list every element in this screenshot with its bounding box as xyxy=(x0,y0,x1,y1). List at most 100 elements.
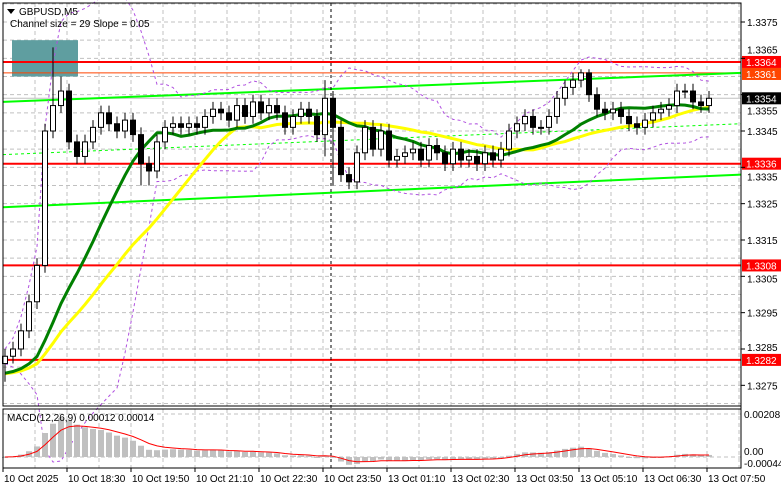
collapse-triangle-icon[interactable] xyxy=(7,9,15,14)
macd-histogram-bar xyxy=(562,448,568,457)
bear-candle xyxy=(698,101,704,107)
price-tick-label: 1.3275 xyxy=(747,381,778,392)
macd-histogram-bar xyxy=(186,449,192,457)
bull-candle xyxy=(538,126,544,129)
bull-candle xyxy=(154,141,160,172)
macd-histogram-bar xyxy=(490,457,496,459)
bull-candle xyxy=(674,90,680,107)
macd-histogram-bar xyxy=(402,457,408,461)
bear-candle xyxy=(626,115,632,125)
bull-candle xyxy=(498,148,504,161)
macd-histogram-bar xyxy=(98,429,104,457)
bull-candle xyxy=(234,105,240,121)
resistance-zone-rect xyxy=(12,40,78,77)
macd-histogram-bar xyxy=(338,457,344,462)
moving-averages xyxy=(4,103,710,376)
macd-histogram-bar xyxy=(218,450,224,457)
macd-histogram-bar xyxy=(706,454,712,457)
bull-candle xyxy=(466,155,472,161)
macd-histogram-bar xyxy=(122,437,128,457)
macd-histogram-bar xyxy=(106,432,112,457)
bull-candle xyxy=(50,105,56,132)
bull-candle xyxy=(362,126,368,154)
resistance-zone xyxy=(12,40,78,77)
macd-histogram-bar xyxy=(194,450,200,457)
bear-candle xyxy=(114,123,120,132)
bear-candle xyxy=(370,126,376,150)
bear-candle xyxy=(586,72,592,96)
bear-candle xyxy=(66,90,72,143)
bull-candle xyxy=(122,119,128,132)
price-tick-label: 1.3295 xyxy=(747,309,778,320)
macd-histogram-bar xyxy=(306,455,312,457)
bull-candle xyxy=(562,86,568,99)
price-label-1.3308: 1.3308 xyxy=(746,261,777,272)
macd-histogram-bar xyxy=(538,452,544,457)
bull-candle xyxy=(202,115,208,128)
macd-histogram-bar xyxy=(322,455,328,457)
time-axis[interactable]: 10 Oct 2025 10 Oct 18:30 10 Oct 19:50 10 Oc… xyxy=(2,468,766,485)
macd-histogram-bar xyxy=(66,420,72,457)
bull-candle xyxy=(298,108,304,117)
price-tick-label: 1.3335 xyxy=(747,172,778,183)
bear-candle xyxy=(74,141,80,157)
macd-panel xyxy=(2,418,712,465)
macd-histogram-bar xyxy=(226,451,232,457)
macd-histogram-bar xyxy=(594,450,600,457)
bull-candle xyxy=(578,72,584,81)
bull-candle xyxy=(546,115,552,128)
price-tick-label: 1.3305 xyxy=(747,274,778,285)
bear-candle xyxy=(274,105,280,114)
macd-histogram-bar xyxy=(58,418,64,457)
grid xyxy=(3,3,741,468)
macd-histogram-bar xyxy=(570,447,576,457)
bull-candle xyxy=(354,152,360,183)
bull-candle xyxy=(402,152,408,157)
macd-histogram-bar xyxy=(130,440,136,457)
time-tick-label: 13 Oct 06:30 xyxy=(644,474,702,485)
macd-histogram-bar xyxy=(234,451,240,457)
bull-candle xyxy=(18,330,24,350)
macd-histogram-bar xyxy=(354,457,360,465)
bear-candle xyxy=(618,108,624,117)
macd-histogram-bar xyxy=(162,449,168,457)
macd-histogram-bar xyxy=(378,457,384,460)
macd-histogram-bar xyxy=(506,455,512,457)
bull-candle xyxy=(666,105,672,110)
price-label-1.3282: 1.3282 xyxy=(746,356,777,367)
bear-candle xyxy=(346,174,352,183)
macd-histogram-bar xyxy=(458,457,464,460)
macd-histogram-bar xyxy=(154,450,160,457)
macd-histogram-bar xyxy=(362,457,368,462)
bull-candle xyxy=(58,90,64,107)
price-label-1.3361: 1.3361 xyxy=(746,70,777,81)
bull-candle xyxy=(426,145,432,161)
macd-histogram-bar xyxy=(474,457,480,460)
time-tick-label: 13 Oct 05:10 xyxy=(580,474,638,485)
bear-candle xyxy=(418,148,424,161)
price-levels xyxy=(3,60,741,361)
bull-candle xyxy=(170,123,176,128)
price-label-1.3364: 1.3364 xyxy=(746,58,777,69)
time-tick-label: 10 Oct 19:50 xyxy=(132,474,190,485)
bull-candle xyxy=(42,130,48,266)
bull-candle xyxy=(250,101,256,117)
slow-ma-line xyxy=(4,105,710,376)
bear-candle xyxy=(258,101,264,114)
macd-histogram-bar xyxy=(618,455,624,457)
channel-upper-line xyxy=(2,71,742,103)
macd-histogram-bar xyxy=(546,452,552,457)
bull-candle xyxy=(210,108,216,117)
bear-candle xyxy=(218,108,224,114)
bull-candle xyxy=(266,105,272,114)
bull-candle xyxy=(706,97,712,107)
bull-candle xyxy=(162,126,168,143)
time-tick-label: 10 Oct 23:50 xyxy=(324,474,382,485)
time-tick-label: 10 Oct 21:10 xyxy=(196,474,254,485)
price-tick-label: 1.3285 xyxy=(747,343,778,354)
bull-candle xyxy=(610,108,616,114)
macd-histogram-bar xyxy=(442,457,448,460)
price-bands xyxy=(4,0,710,463)
